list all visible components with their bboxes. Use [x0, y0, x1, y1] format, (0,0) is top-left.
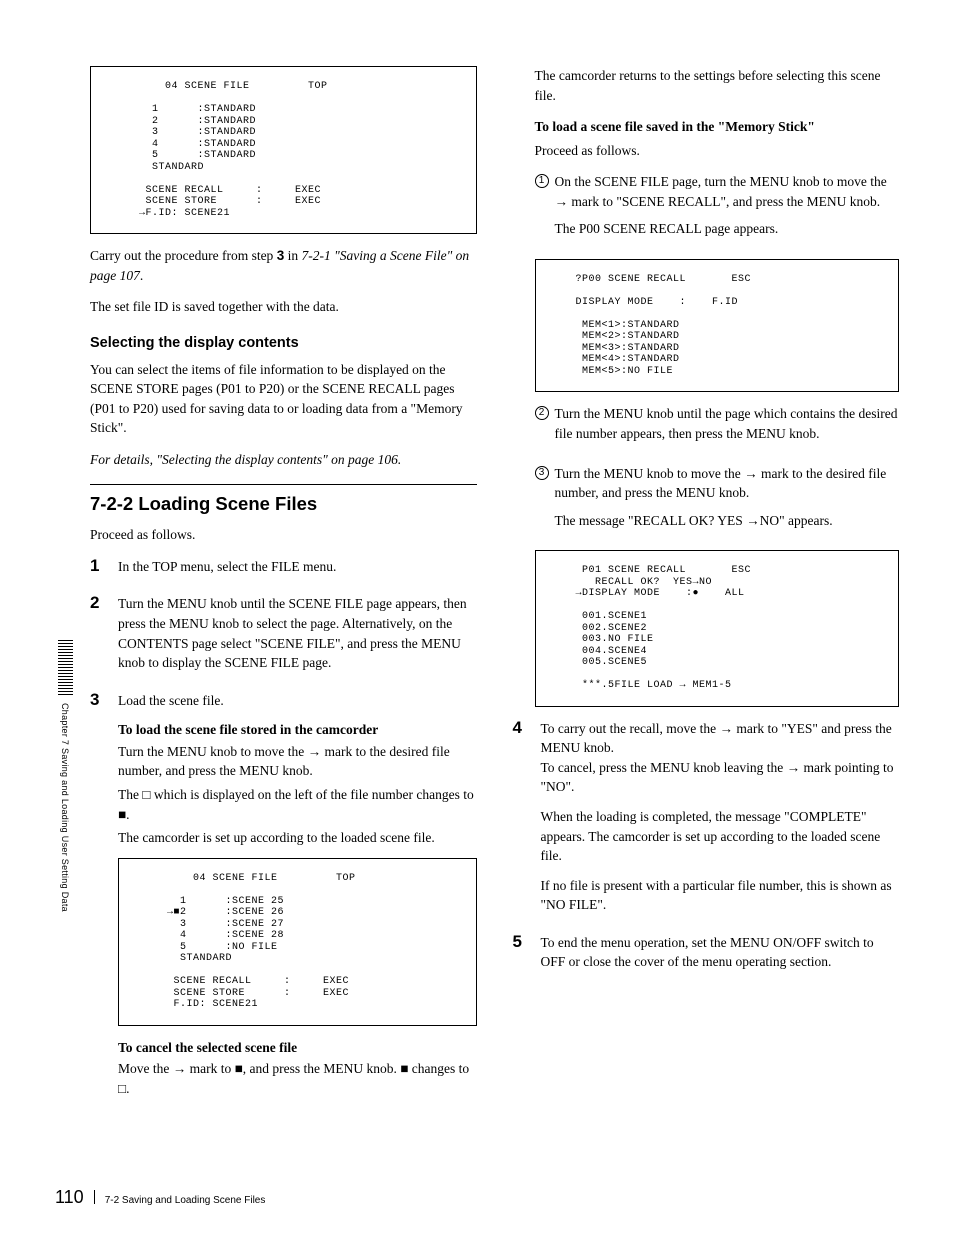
step-5: 5 To end the menu operation, set the MEN… — [513, 933, 900, 982]
body-text: The set file ID is saved together with t… — [90, 297, 477, 317]
body-text: Proceed as follows. — [90, 525, 477, 545]
step-number: 4 — [513, 719, 531, 925]
body-text: The camcorder returns to the settings be… — [535, 66, 900, 105]
circled-number: 2 — [535, 406, 549, 420]
body-text: Carry out the procedure from step 3 in 7… — [90, 246, 477, 285]
substep-3: 3 Turn the MENU knob to move the → mark … — [535, 464, 900, 539]
page-footer: 110 7-2 Saving and Loading Scene Files — [55, 1184, 265, 1210]
right-column: The camcorder returns to the settings be… — [513, 60, 900, 1116]
left-column: 04 SCENE FILE TOP 1 :STANDARD 2 :STANDAR… — [90, 60, 477, 1116]
substep-2: 2 Turn the MENU knob until the page whic… — [535, 404, 900, 451]
body-text: Turn the MENU knob until the page which … — [555, 404, 900, 443]
body-text: Turn the MENU knob to move the → mark to… — [118, 742, 477, 781]
body-text: The P00 SCENE RECALL page appears. — [555, 219, 900, 239]
step-number: 3 — [90, 691, 108, 1109]
step-text: In the TOP menu, select the FILE menu. — [118, 557, 477, 577]
step-number: 1 — [90, 557, 108, 587]
circled-number: 1 — [535, 174, 549, 188]
screen-content: 04 SCENE FILE TOP 1 :SCENE 25 →■2 :SCENE… — [167, 873, 428, 1011]
body-text: You can select the items of file informa… — [90, 360, 477, 438]
substep-1: 1 On the SCENE FILE page, turn the MENU … — [535, 172, 900, 247]
cross-ref: For details, "Selecting the display cont… — [90, 450, 477, 470]
screen-p00-recall: ?P00 SCENE RECALL ESC DISPLAY MODE : F.I… — [535, 259, 900, 393]
body-text: Move the → mark to ■, and press the MENU… — [118, 1059, 477, 1098]
body-text: On the SCENE FILE page, turn the MENU kn… — [555, 172, 900, 211]
sub-heading: To load a scene file saved in the "Memor… — [535, 117, 900, 137]
screen-scene-file-top: 04 SCENE FILE TOP 1 :STANDARD 2 :STANDAR… — [90, 66, 477, 234]
heading-7-2-2: 7-2-2 Loading Scene Files — [90, 484, 477, 518]
step-4: 4 To carry out the recall, move the → ma… — [513, 719, 900, 925]
step-2: 2 Turn the MENU knob until the SCENE FIL… — [90, 594, 477, 682]
step-text: Load the scene file. — [118, 691, 477, 711]
step-3: 3 Load the scene file. To load the scene… — [90, 691, 477, 1109]
body-text: To carry out the recall, move the → mark… — [541, 719, 900, 797]
body-text: When the loading is completed, the messa… — [541, 807, 900, 866]
body-text: If no file is present with a particular … — [541, 876, 900, 915]
step-text: Turn the MENU knob until the SCENE FILE … — [118, 594, 477, 672]
step-number: 5 — [513, 933, 531, 982]
circled-number: 3 — [535, 466, 549, 480]
footer-divider — [94, 1190, 95, 1204]
chapter-label: Chapter 7 Saving and Loading User Settin… — [58, 703, 71, 912]
sub-heading: To cancel the selected scene file — [118, 1038, 477, 1058]
heading-select-display: Selecting the display contents — [90, 333, 477, 354]
sidebar-decoration — [58, 640, 73, 695]
body-text: Proceed as follows. — [535, 141, 900, 161]
step-number: 2 — [90, 594, 108, 682]
screen-p01-recall: P01 SCENE RECALL ESC RECALL OK? YES→NO →… — [535, 550, 900, 707]
body-text: The camcorder is set up according to the… — [118, 828, 477, 848]
footer-section: 7-2 Saving and Loading Scene Files — [105, 1194, 266, 1209]
sub-heading: To load the scene file stored in the cam… — [118, 720, 477, 740]
screen-content: 04 SCENE FILE TOP 1 :STANDARD 2 :STANDAR… — [139, 81, 428, 219]
screen-content: ?P00 SCENE RECALL ESC DISPLAY MODE : F.I… — [576, 274, 859, 378]
page-number: 110 — [55, 1184, 84, 1210]
body-text: Turn the MENU knob to move the → mark to… — [555, 464, 900, 503]
screen-scene-file-loaded: 04 SCENE FILE TOP 1 :SCENE 25 →■2 :SCENE… — [118, 858, 477, 1026]
screen-content: P01 SCENE RECALL ESC RECALL OK? YES→NO →… — [576, 565, 859, 692]
body-text: The □ which is displayed on the left of … — [118, 785, 477, 824]
body-text: The message "RECALL OK? YES →NO" appears… — [555, 511, 900, 531]
body-text: To end the menu operation, set the MENU … — [541, 933, 900, 972]
step-1: 1 In the TOP menu, select the FILE menu. — [90, 557, 477, 587]
